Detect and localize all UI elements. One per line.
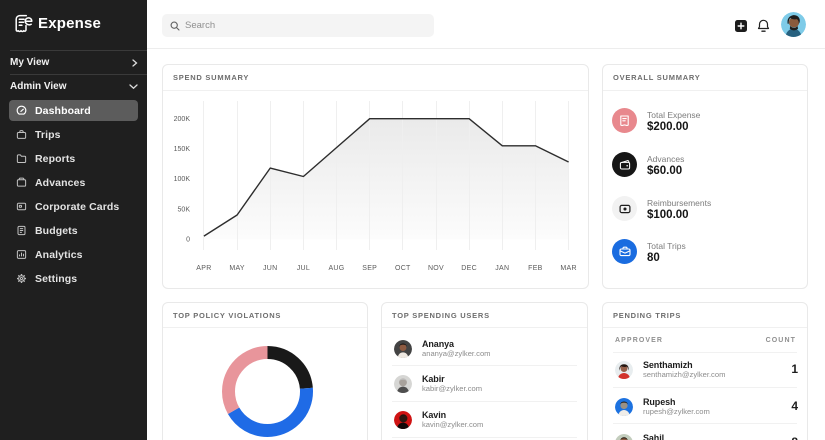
svg-text:JUL: JUL xyxy=(297,265,310,272)
svg-text:200K: 200K xyxy=(174,116,191,123)
svg-text:150K: 150K xyxy=(174,146,191,153)
svg-text:APR: APR xyxy=(196,265,211,272)
svg-text:MAY: MAY xyxy=(229,265,245,272)
svg-text:MAR: MAR xyxy=(560,265,576,272)
svg-text:0: 0 xyxy=(186,236,190,243)
svg-text:JAN: JAN xyxy=(495,265,509,272)
svg-text:DEC: DEC xyxy=(461,265,477,272)
svg-text:OCT: OCT xyxy=(395,265,411,272)
svg-text:100K: 100K xyxy=(174,176,191,183)
svg-text:FEB: FEB xyxy=(528,265,543,272)
svg-text:AUG: AUG xyxy=(328,265,344,272)
svg-text:JUN: JUN xyxy=(263,265,278,272)
svg-text:SEP: SEP xyxy=(362,265,377,272)
svg-text:50K: 50K xyxy=(178,206,191,213)
svg-text:NOV: NOV xyxy=(428,265,444,272)
